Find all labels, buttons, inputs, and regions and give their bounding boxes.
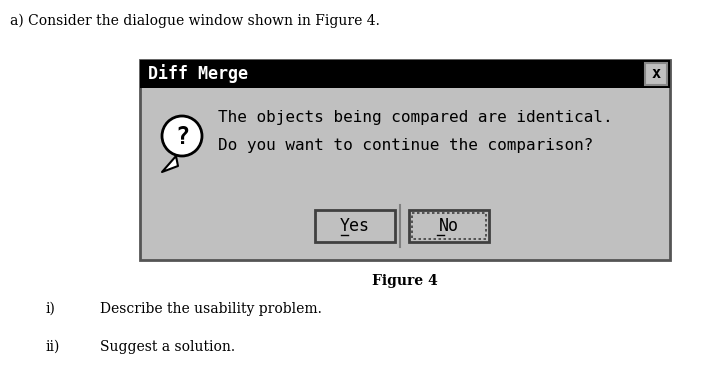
Text: Suggest a solution.: Suggest a solution. — [100, 340, 235, 354]
Bar — [409, 210, 489, 242]
Bar — [645, 63, 667, 85]
Text: a) Consider the dialogue window shown in Figure 4.: a) Consider the dialogue window shown in… — [10, 14, 380, 29]
Bar — [315, 210, 395, 242]
Text: ii): ii) — [45, 340, 59, 354]
Text: The objects being compared are identical.: The objects being compared are identical… — [218, 110, 613, 125]
Text: Diff Merge: Diff Merge — [148, 64, 248, 83]
Bar — [412, 213, 486, 239]
Circle shape — [162, 116, 202, 156]
Text: i): i) — [45, 302, 55, 316]
Text: x: x — [652, 66, 660, 81]
Bar — [140, 60, 670, 88]
Text: Yes: Yes — [340, 217, 370, 235]
Text: ?: ? — [175, 125, 189, 149]
Text: No: No — [439, 217, 459, 235]
Text: Do you want to continue the comparison?: Do you want to continue the comparison? — [218, 138, 593, 153]
Bar — [140, 60, 670, 260]
Text: Describe the usability problem.: Describe the usability problem. — [100, 302, 322, 316]
Polygon shape — [162, 156, 178, 172]
Text: Figure 4: Figure 4 — [372, 274, 438, 288]
